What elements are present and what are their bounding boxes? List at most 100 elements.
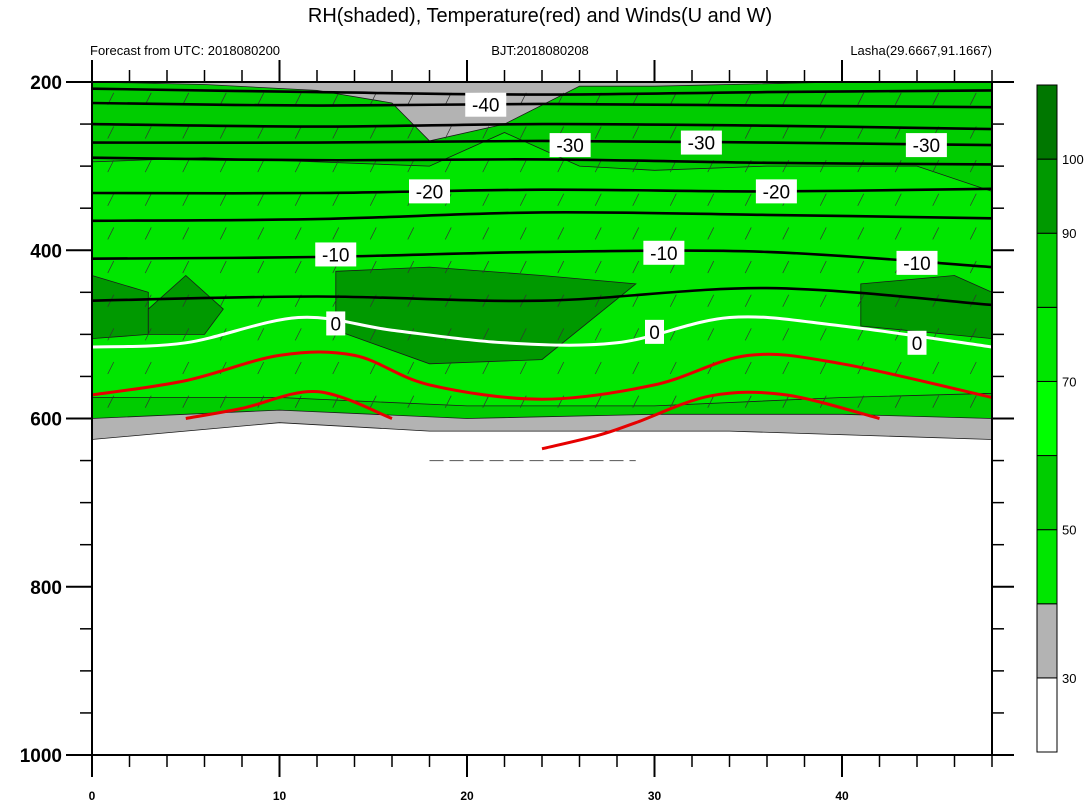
wind-barb bbox=[782, 227, 790, 240]
wind-barb bbox=[894, 159, 902, 173]
colorbar-box bbox=[1036, 603, 1058, 679]
wind-barb bbox=[369, 328, 377, 341]
wind-barb bbox=[744, 328, 752, 341]
contour-label: -20 bbox=[763, 182, 790, 203]
wind-barb bbox=[294, 193, 302, 206]
wind-barb bbox=[969, 294, 977, 307]
y-tick-label: 400 bbox=[30, 241, 62, 262]
isotherm-line bbox=[91, 139, 993, 147]
contour-label-bg bbox=[755, 179, 797, 204]
wind-barb bbox=[407, 260, 415, 274]
wind-barb bbox=[932, 361, 940, 375]
wind-barb bbox=[669, 227, 677, 240]
wind-barb bbox=[257, 227, 265, 240]
wind-barb bbox=[444, 260, 452, 274]
wind-barb bbox=[557, 193, 565, 206]
wind-barb bbox=[707, 193, 715, 206]
wind-barb bbox=[632, 260, 640, 274]
wind-barb bbox=[407, 159, 415, 173]
red-isotherm-line bbox=[541, 390, 880, 451]
wind-barb bbox=[144, 328, 152, 341]
colorbar-tick-label: 70 bbox=[1062, 374, 1076, 389]
wind-barb bbox=[107, 328, 115, 341]
wind-barb bbox=[182, 193, 190, 206]
wind-barb bbox=[894, 92, 902, 105]
contour-label: -20 bbox=[416, 182, 443, 203]
wind-barb bbox=[782, 395, 790, 408]
contour-label: -30 bbox=[688, 134, 715, 155]
wind-barb bbox=[407, 361, 415, 375]
wind-barb bbox=[669, 126, 677, 139]
wind-barb bbox=[969, 395, 977, 408]
wind-barb bbox=[594, 159, 602, 173]
wind-barb bbox=[219, 260, 227, 274]
subtitle-right: Lasha(29.6667,91.1667) bbox=[850, 43, 992, 58]
wind-barb bbox=[519, 260, 527, 274]
contour-label-bg bbox=[315, 242, 357, 267]
y-tick-label: 1000 bbox=[20, 746, 62, 767]
isotherm-line bbox=[91, 122, 993, 131]
x-tick-label: 10 bbox=[273, 789, 287, 803]
subtitle-center: BJT:2018080208 bbox=[491, 43, 589, 58]
wind-barb bbox=[519, 159, 527, 173]
wind-barb bbox=[932, 159, 940, 173]
wind-barb bbox=[369, 159, 377, 173]
wind-barb bbox=[219, 227, 227, 240]
wind-barb bbox=[219, 395, 227, 408]
wind-barb bbox=[144, 361, 152, 375]
wind-barb bbox=[407, 395, 415, 408]
wind-barb bbox=[482, 227, 490, 240]
wind-barb bbox=[894, 361, 902, 375]
wind-barb bbox=[894, 227, 902, 240]
wind-barb bbox=[969, 328, 977, 341]
wind-barb bbox=[782, 328, 790, 341]
wind-barb bbox=[144, 126, 152, 139]
wind-barb bbox=[144, 260, 152, 274]
isotherm-line bbox=[91, 286, 993, 307]
wind-barb bbox=[219, 193, 227, 206]
wind-barb bbox=[407, 126, 415, 139]
wind-barb bbox=[669, 92, 677, 105]
wind-barb bbox=[294, 126, 302, 139]
wind-barb bbox=[482, 126, 490, 139]
wind-barb bbox=[744, 227, 752, 240]
y-tick-label: 800 bbox=[30, 578, 62, 599]
isotherm-line bbox=[91, 87, 993, 96]
wind-barb bbox=[632, 294, 640, 307]
x-tick-label: 20 bbox=[460, 789, 474, 803]
wind-barb bbox=[819, 126, 827, 139]
wind-barb bbox=[294, 260, 302, 274]
wind-barb bbox=[594, 361, 602, 375]
contour-label-bg bbox=[896, 250, 938, 275]
wind-barb bbox=[669, 294, 677, 307]
wind-barb bbox=[107, 193, 115, 206]
wind-barb bbox=[219, 126, 227, 139]
wind-barb bbox=[444, 395, 452, 408]
colorbar-box bbox=[1036, 529, 1058, 605]
wind-barb bbox=[444, 159, 452, 173]
wind-barb bbox=[707, 328, 715, 341]
wind-barb bbox=[632, 126, 640, 139]
wind-barb bbox=[519, 328, 527, 341]
wind-barb bbox=[182, 395, 190, 408]
wind-barb bbox=[744, 126, 752, 139]
wind-barb bbox=[257, 92, 265, 105]
colorbar-box bbox=[1036, 306, 1058, 382]
wind-barb bbox=[294, 227, 302, 240]
wind-barb bbox=[857, 227, 865, 240]
isotherm-line bbox=[91, 156, 993, 166]
wind-barb bbox=[932, 193, 940, 206]
red-isotherm-line bbox=[185, 390, 393, 420]
wind-barb bbox=[969, 159, 977, 173]
wind-barb bbox=[332, 92, 340, 105]
wind-barb bbox=[632, 328, 640, 341]
wind-barb bbox=[744, 92, 752, 105]
x-tick-label: 30 bbox=[648, 789, 662, 803]
wind-barb bbox=[819, 92, 827, 105]
wind-barb bbox=[257, 328, 265, 341]
wind-barb bbox=[932, 92, 940, 105]
wind-barb bbox=[144, 227, 152, 240]
wind-barb bbox=[144, 193, 152, 206]
wind-barb bbox=[782, 294, 790, 307]
